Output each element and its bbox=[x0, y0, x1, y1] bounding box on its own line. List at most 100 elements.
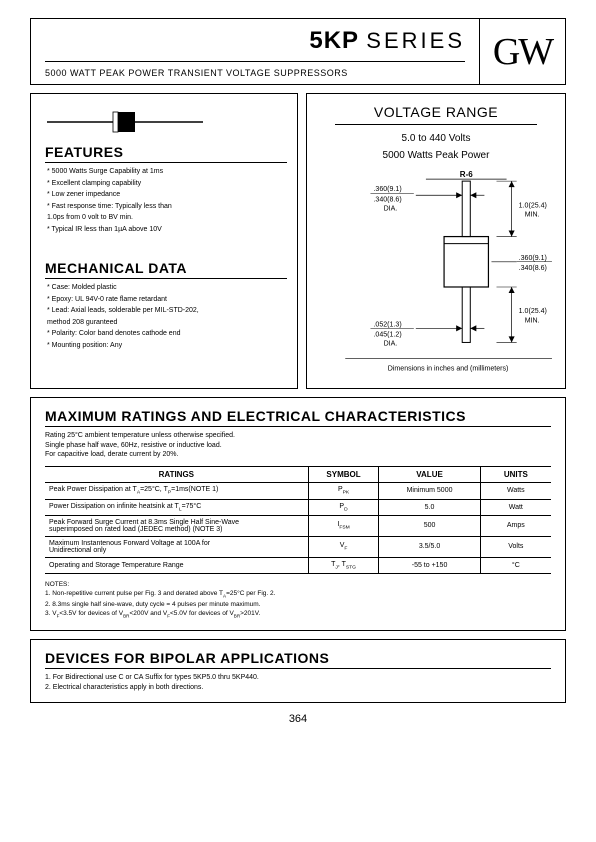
logo-cell: GW bbox=[479, 19, 565, 84]
cell-units: Volts bbox=[480, 536, 551, 557]
cell-units: Watts bbox=[480, 483, 551, 499]
bipolar-rule bbox=[45, 668, 551, 669]
cell-rating: Operating and Storage Temperature Range bbox=[45, 557, 308, 573]
feature-item: * 5000 Watts Surge Capability at 1ms bbox=[47, 167, 287, 178]
mechanical-item: method 208 guranteed bbox=[47, 318, 287, 329]
feature-item: * Low zener impedance bbox=[47, 190, 287, 201]
dim-text: .052(1.3) bbox=[373, 321, 401, 328]
cell-symbol: TJ, TSTG bbox=[308, 557, 379, 573]
dim-text: .360(9.1) bbox=[373, 186, 401, 193]
title-cell: 5KP SERIES 5000 WATT PEAK POWER TRANSIEN… bbox=[31, 19, 479, 84]
dim-text: MIN. bbox=[525, 317, 540, 324]
mechanical-item: * Case: Molded plastic bbox=[47, 283, 287, 294]
voltage-range-line2: 5000 Watts Peak Power bbox=[315, 150, 557, 161]
ratings-notes: NOTES: 1. Non-repetitive current pulse p… bbox=[45, 580, 551, 620]
page-number: 364 bbox=[30, 713, 566, 725]
ratings-intro-line: For capacitive load, derate current by 2… bbox=[45, 450, 551, 460]
table-row: Maximum Instantenous Forward Voltage at … bbox=[45, 536, 551, 557]
features-heading: FEATURES bbox=[45, 144, 287, 160]
left-column: FEATURES * 5000 Watts Surge Capability a… bbox=[30, 93, 298, 389]
th-value: VALUE bbox=[379, 467, 480, 483]
dim-text: .340(8.6) bbox=[519, 265, 547, 272]
cell-rating: Peak Forward Surge Current at 8.3ms Sing… bbox=[45, 515, 308, 536]
bipolar-heading: DEVICES FOR BIPOLAR APPLICATIONS bbox=[45, 650, 551, 666]
mechanical-heading: MECHANICAL DATA bbox=[45, 260, 287, 276]
mechanical-list: * Case: Molded plastic * Epoxy: UL 94V-0… bbox=[45, 283, 287, 351]
pkg-label: R-6 bbox=[460, 170, 473, 179]
feature-item: 1.0ps from 0 volt to BV min. bbox=[47, 213, 287, 224]
ratings-rule bbox=[45, 426, 551, 427]
cell-value: 500 bbox=[379, 515, 480, 536]
ratings-intro-line: Rating 25°C ambient temperature unless o… bbox=[45, 431, 551, 441]
cell-symbol: IFSM bbox=[308, 515, 379, 536]
mechanical-rule bbox=[45, 278, 287, 279]
cell-rating: Peak Power Dissipation at TA=25°C, TP=1m… bbox=[45, 483, 308, 499]
features-rule bbox=[45, 162, 287, 163]
cell-rating: Power Dissipation on infinite heatsink a… bbox=[45, 499, 308, 515]
feature-item: * Fast response time: Typically less tha… bbox=[47, 202, 287, 213]
mechanical-item: * Epoxy: UL 94V-0 rate flame retardant bbox=[47, 295, 287, 306]
mechanical-item: * Mounting position: Any bbox=[47, 341, 287, 352]
bipolar-list: 1. For Bidirectional use C or CA Suffix … bbox=[45, 673, 551, 693]
dim-text: .360(9.1) bbox=[519, 255, 547, 262]
cell-value: 3.5/5.0 bbox=[379, 536, 480, 557]
right-column: VOLTAGE RANGE 5.0 to 440 Volts 5000 Watt… bbox=[306, 93, 566, 389]
cell-units: Watt bbox=[480, 499, 551, 515]
cell-units: Amps bbox=[480, 515, 551, 536]
dim-text: .045(1.2) bbox=[373, 331, 401, 338]
note-item: 1. Non-repetitive current pulse per Fig.… bbox=[45, 589, 551, 600]
table-header-row: RATINGS SYMBOL VALUE UNITS bbox=[45, 467, 551, 483]
dim-footer: Dimensions in inches and (millimeters) bbox=[388, 366, 509, 373]
cell-value: 5.0 bbox=[379, 499, 480, 515]
bipolar-box: DEVICES FOR BIPOLAR APPLICATIONS 1. For … bbox=[30, 639, 566, 704]
feature-item: * Excellent clamping capability bbox=[47, 179, 287, 190]
cell-units: °C bbox=[480, 557, 551, 573]
bipolar-item: 1. For Bidirectional use C or CA Suffix … bbox=[45, 673, 551, 683]
subtitle: 5000 WATT PEAK POWER TRANSIENT VOLTAGE S… bbox=[45, 68, 465, 78]
bipolar-item: 2. Electrical characteristics apply in b… bbox=[45, 683, 551, 693]
features-list: * 5000 Watts Surge Capability at 1ms * E… bbox=[45, 167, 287, 235]
mechanical-item: * Polarity: Color band denotes cathode e… bbox=[47, 329, 287, 340]
mechanical-item: * Lead: Axial leads, solderable per MIL-… bbox=[47, 306, 287, 317]
ratings-heading: MAXIMUM RATINGS AND ELECTRICAL CHARACTER… bbox=[45, 408, 551, 424]
package-outline-icon: R-6 .360(9.1) .340(8.6) DIA. bbox=[315, 167, 557, 379]
dim-text: DIA. bbox=[384, 340, 398, 347]
series-bold: 5KP bbox=[309, 27, 358, 54]
th-units: UNITS bbox=[480, 467, 551, 483]
header-row: 5KP SERIES 5000 WATT PEAK POWER TRANSIEN… bbox=[30, 18, 566, 85]
ratings-intro: Rating 25°C ambient temperature unless o… bbox=[45, 431, 551, 460]
dim-text: MIN. bbox=[525, 211, 540, 218]
cell-symbol: VF bbox=[308, 536, 379, 557]
cell-symbol: PPK bbox=[308, 483, 379, 499]
note-item: 2. 8.3ms single half sine-wave, duty cyc… bbox=[45, 600, 551, 609]
ratings-intro-line: Single phase half wave, 60Hz, resistive … bbox=[45, 441, 551, 451]
th-rating: RATINGS bbox=[45, 467, 308, 483]
table-row: Power Dissipation on infinite heatsink a… bbox=[45, 499, 551, 515]
series-thin: SERIES bbox=[366, 28, 465, 53]
mid-row: FEATURES * 5000 Watts Surge Capability a… bbox=[30, 93, 566, 389]
ratings-box: MAXIMUM RATINGS AND ELECTRICAL CHARACTER… bbox=[30, 397, 566, 631]
th-symbol: SYMBOL bbox=[308, 467, 379, 483]
diode-symbol-icon bbox=[45, 108, 205, 136]
dim-text: 1.0(25.4) bbox=[519, 308, 547, 315]
cell-value: Minimum 5000 bbox=[379, 483, 480, 499]
voltage-range-heading: VOLTAGE RANGE bbox=[315, 104, 557, 120]
cell-symbol: PD bbox=[308, 499, 379, 515]
voltage-range-line1: 5.0 to 440 Volts bbox=[315, 133, 557, 144]
feature-item: * Typical IR less than 1µA above 10V bbox=[47, 225, 287, 236]
series-title: 5KP SERIES bbox=[45, 27, 465, 55]
table-row: Peak Power Dissipation at TA=25°C, TP=1m… bbox=[45, 483, 551, 499]
cell-rating: Maximum Instantenous Forward Voltage at … bbox=[45, 536, 308, 557]
notes-title: NOTES: bbox=[45, 580, 551, 589]
table-row: Operating and Storage Temperature Range … bbox=[45, 557, 551, 573]
logo: GW bbox=[493, 30, 552, 74]
dim-text: 1.0(25.4) bbox=[519, 202, 547, 209]
ratings-table: RATINGS SYMBOL VALUE UNITS Peak Power Di… bbox=[45, 466, 551, 574]
dim-text: .340(8.6) bbox=[373, 196, 401, 203]
note-item: 3. VF<3.5V for devices of VBR<200V and V… bbox=[45, 609, 551, 620]
title-divider bbox=[45, 61, 465, 62]
voltage-range-rule bbox=[335, 124, 537, 125]
table-row: Peak Forward Surge Current at 8.3ms Sing… bbox=[45, 515, 551, 536]
cell-value: -55 to +150 bbox=[379, 557, 480, 573]
dim-text: DIA. bbox=[384, 205, 398, 212]
